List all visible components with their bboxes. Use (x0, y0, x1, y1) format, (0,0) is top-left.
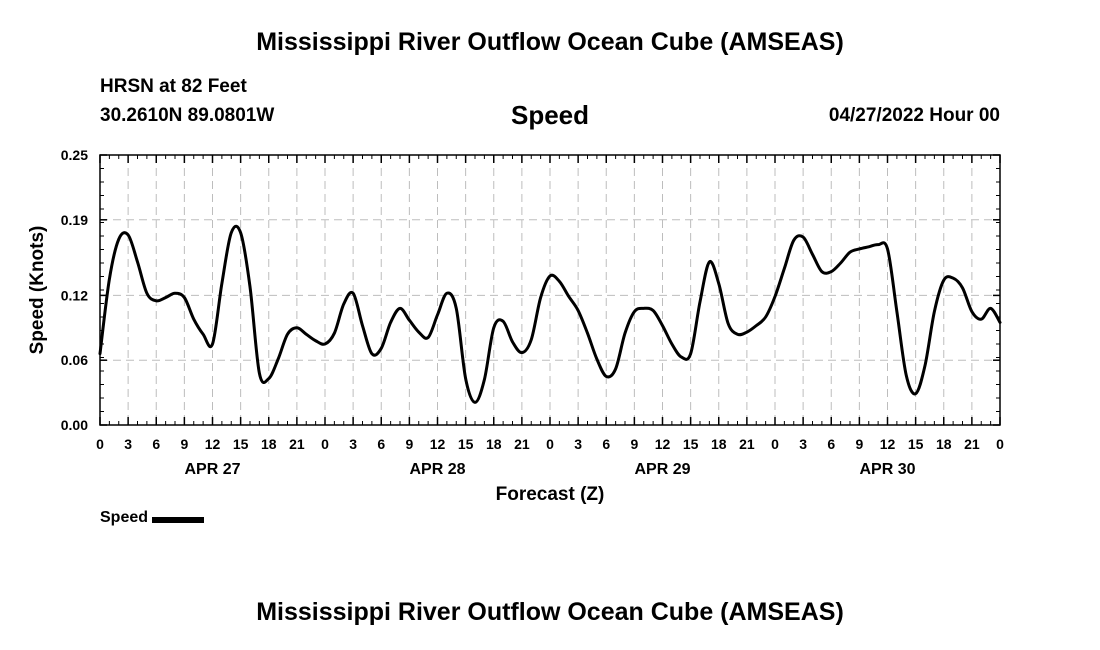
footer-title: Mississippi River Outflow Ocean Cube (AM… (256, 598, 844, 626)
x-tick-label: 21 (964, 436, 980, 452)
x-tick-label: 12 (655, 436, 671, 452)
x-tick-label: 18 (261, 436, 277, 452)
speed-series-line (98, 224, 1002, 404)
legend-label: Speed (100, 509, 149, 526)
grid (100, 155, 1000, 425)
legend: Speed (100, 509, 205, 527)
day-label: APR 30 (859, 461, 915, 478)
x-tick-label: 0 (771, 436, 779, 452)
y-tick-labels: 0.00 0.06 0.12 0.19 0.25 (61, 147, 88, 433)
x-tick-label: 15 (233, 436, 249, 452)
x-tick-label: 9 (630, 436, 638, 452)
variable-title: Speed (510, 100, 590, 130)
y-axis-title: Speed (Knots) (27, 226, 48, 355)
x-axis-title: Forecast (Z) (496, 484, 605, 505)
day-label: APR 27 (184, 461, 240, 478)
day-label: APR 28 (409, 461, 465, 478)
x-tick-label: 18 (936, 436, 952, 452)
x-tick-label: 21 (739, 436, 755, 452)
x-tick-label: 15 (683, 436, 699, 452)
x-tick-label: 6 (152, 436, 160, 452)
coordinates-label: 30.2610N 89.0801W (100, 105, 275, 126)
x-tick-label: 6 (602, 436, 610, 452)
x-tick-label: 18 (486, 436, 502, 452)
x-tick-label: 12 (880, 436, 896, 452)
y-tick-label: 0.12 (61, 287, 88, 303)
y-tick-label: 0.00 (61, 417, 88, 433)
x-tick-label: 21 (514, 436, 530, 452)
y-tick-label: 0.25 (61, 147, 88, 163)
y-tick-label: 0.19 (61, 212, 88, 228)
x-tick-label: 6 (377, 436, 385, 452)
x-tick-label: 9 (180, 436, 188, 452)
station-label: HRSN at 82 Feet (100, 76, 247, 97)
legend-swatch (152, 516, 205, 523)
x-tick-label: 9 (855, 436, 863, 452)
y-tick-label: 0.06 (61, 352, 88, 368)
x-tick-label: 3 (574, 436, 582, 452)
x-tick-label: 3 (124, 436, 132, 452)
day-labels: APR 27 APR 28 APR 29 APR 30 (184, 461, 915, 478)
x-tick-label: 18 (711, 436, 727, 452)
forecast-datetime: 04/27/2022 Hour 00 (828, 105, 1000, 126)
x-tick-label: 9 (405, 436, 413, 452)
x-tick-label: 0 (546, 436, 554, 452)
x-tick-label: 3 (349, 436, 357, 452)
x-tick-label: 0 (996, 436, 1004, 452)
x-tick-label: 12 (205, 436, 221, 452)
x-tick-label: 15 (458, 436, 474, 452)
chart-title: Mississippi River Outflow Ocean Cube (AM… (256, 28, 844, 56)
x-tick-label: 21 (289, 436, 305, 452)
x-tick-label: 0 (96, 436, 104, 452)
day-label: APR 29 (634, 461, 690, 478)
x-tick-label: 6 (827, 436, 835, 452)
x-tick-label: 0 (321, 436, 329, 452)
x-tick-labels: 0 3 6 9 12 15 18 21 0 3 6 9 12 15 18 21 0 3 6 9 12 15 18 21 0 3 6 9… (96, 436, 1004, 452)
x-tick-label: 15 (908, 436, 924, 452)
x-tick-label: 12 (430, 436, 446, 452)
axis-ticks (99, 154, 1001, 426)
x-tick-label: 3 (799, 436, 807, 452)
